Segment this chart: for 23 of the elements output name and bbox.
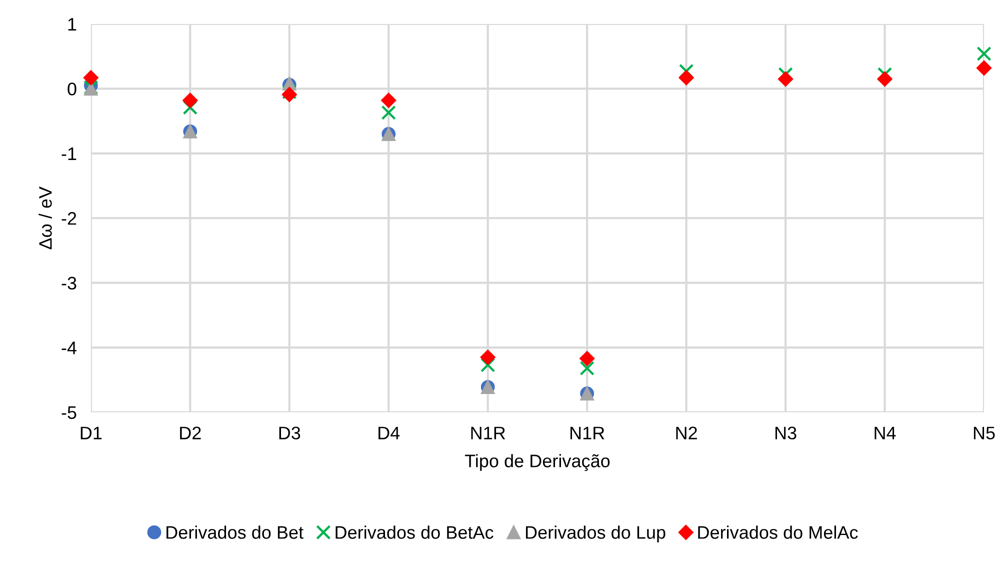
- legend-label: Derivados do Bet: [166, 526, 304, 539]
- x-tick-label: D4: [378, 426, 400, 440]
- y-tick-label: -4: [62, 342, 76, 354]
- x-tick-label: D3: [279, 426, 300, 440]
- x-tick-label: N5: [974, 426, 995, 440]
- y-tick-label: 1: [68, 18, 76, 31]
- y-tick-label: -2: [62, 212, 76, 225]
- x-tick-label: N4: [874, 426, 896, 440]
- x-axis-title: Tipo de Derivação: [464, 454, 610, 472]
- legend-label: Derivados do BetAc: [336, 526, 494, 539]
- x-tick-label: D2: [180, 426, 201, 440]
- y-tick-label: -1: [62, 148, 76, 160]
- y-tick-label: -3: [62, 276, 76, 290]
- y-tick-label: 0: [68, 82, 76, 96]
- x-tick-label: N2: [676, 426, 697, 440]
- legend-label: Derivados do MelAc: [698, 526, 858, 539]
- y-tick-label: -5: [62, 406, 76, 419]
- y-axis-title: Δω / eV: [38, 186, 52, 250]
- legend-label: Derivados do Lup: [526, 526, 666, 542]
- x-tick-label: N1R: [570, 426, 604, 440]
- x-tick-label: D1: [80, 426, 102, 440]
- x-tick-label: N3: [775, 426, 796, 440]
- x-tick-label: N1R: [471, 426, 506, 440]
